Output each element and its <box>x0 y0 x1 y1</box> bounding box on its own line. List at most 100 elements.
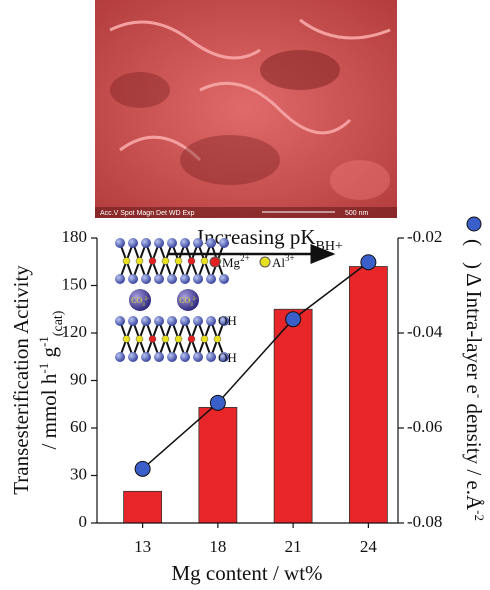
inset-oxygen <box>219 274 229 284</box>
inset-oxygen <box>167 316 177 326</box>
inset-oxygen <box>128 352 138 362</box>
inset-carbonate-part: CO <box>179 296 190 305</box>
bar <box>348 266 388 524</box>
inset-carbonate-label: CO32- <box>131 296 149 308</box>
inset-carbonate-part: 3 <box>142 303 145 308</box>
inset-oxygen <box>206 238 216 248</box>
y2-axis-label: () Δ Intra-layer e- density / e.Å-2 <box>462 216 487 521</box>
inset-metal <box>187 335 196 343</box>
inset-metal <box>200 335 209 343</box>
inset-metal <box>122 257 131 265</box>
inset-oxygen <box>206 316 216 326</box>
x-axis-label: Mg content / wt% <box>171 561 322 585</box>
inset-oxygen <box>128 316 138 326</box>
inset-mg-label: Mg2+ <box>222 253 250 270</box>
inset-oxygen <box>115 274 125 284</box>
inset-carbonate-label: CO32- <box>179 296 197 308</box>
inset-oxygen <box>206 352 216 362</box>
y2-label-sup: -2 <box>472 510 487 521</box>
inset-al-sup: 3+ <box>285 253 295 263</box>
scale-bar-label: 500 nm <box>345 210 369 217</box>
y-tick-label: 30 <box>70 464 87 483</box>
y-tick-label: 120 <box>62 322 88 341</box>
inset-oxygen <box>193 316 203 326</box>
inset-oxygen <box>180 238 190 248</box>
bar <box>123 490 163 524</box>
y-tick-label: 180 <box>62 227 88 246</box>
inset-oxygen <box>167 352 177 362</box>
inset-metal <box>135 335 144 343</box>
inset-metal <box>122 335 131 343</box>
inset-oxygen <box>154 274 164 284</box>
x-tick-label: 24 <box>360 537 378 556</box>
y2-label-sup: - <box>472 394 487 398</box>
y2-label-part: Δ Intra-layer e <box>462 269 486 394</box>
inset-al-label: Al3+ <box>272 253 295 270</box>
inset-oh-label: OH <box>218 313 237 328</box>
y2-label-part: ( <box>462 239 486 246</box>
inset-oh-label: OH <box>218 350 237 365</box>
inset-al-text: Al <box>272 255 285 270</box>
y-label-part: / mmol h <box>37 373 61 449</box>
inset-metal <box>174 335 183 343</box>
bar <box>273 308 313 524</box>
inset-oxygen <box>141 238 151 248</box>
inset-oxygen <box>141 274 151 284</box>
inset-metal <box>135 257 144 265</box>
y2-tick-label: -0.02 <box>407 227 442 246</box>
line <box>142 261 369 470</box>
inset-oxygen <box>219 316 229 326</box>
y2-label-part: density / e.Å <box>462 398 486 511</box>
inset-oxygen <box>154 316 164 326</box>
sem-image <box>95 0 397 218</box>
inset-oxygen <box>167 238 177 248</box>
inset-carbonate-part: 2- <box>145 297 150 302</box>
inset-oxygen <box>167 274 177 284</box>
y-tick-label: 90 <box>70 369 87 388</box>
y-label-part: g <box>37 347 61 363</box>
line-point <box>209 394 226 411</box>
inset-metal <box>161 335 170 343</box>
inset-oxygen <box>115 316 125 326</box>
bar <box>198 407 238 524</box>
y2-tick-label: -0.04 <box>407 322 443 341</box>
y-label-sup: -1 <box>36 363 51 374</box>
inset-metal <box>148 335 157 343</box>
inset-oxygen <box>180 274 190 284</box>
inset-oxygen <box>115 238 125 248</box>
inset-oxygen <box>154 352 164 362</box>
inset-oxygen <box>141 316 151 326</box>
y-axis-label: Transesterification Activity / mmol h-1 … <box>9 265 66 495</box>
inset-oxygen <box>180 316 190 326</box>
inset-oxygen <box>180 352 190 362</box>
inset-oxygen <box>206 274 216 284</box>
annotation: Increasing pKBH+ <box>197 225 343 254</box>
inset-mg-text: Mg <box>222 255 241 270</box>
inset-oxygen <box>193 352 203 362</box>
inset-carbonate-part: 3 <box>190 303 193 308</box>
inset-metal <box>213 335 222 343</box>
inset-oxygen <box>128 274 138 284</box>
y2-tick-label: -0.08 <box>407 512 442 531</box>
inset-metal <box>187 257 196 265</box>
y-tick-label: 60 <box>70 417 87 436</box>
inset-carbonate <box>177 289 199 311</box>
annotation-sub: BH+ <box>316 239 343 254</box>
x-tick-label: 18 <box>209 537 226 556</box>
inset-al-symbol <box>259 256 271 268</box>
inset-metal <box>148 257 157 265</box>
line-point <box>360 254 377 271</box>
y2-label-symbol <box>466 216 482 232</box>
inset-oxygen <box>219 352 229 362</box>
inset-metal <box>174 257 183 265</box>
inset-oxygen <box>115 352 125 362</box>
y2-tick-label: -0.06 <box>407 417 442 436</box>
annotation-text: Increasing pK <box>197 225 315 249</box>
inset-carbonate-part: 2- <box>193 297 198 302</box>
y2-label: () Δ Intra-layer e- density / e.Å-2 <box>462 239 487 521</box>
line-point <box>285 311 302 328</box>
y-label-sup: -1 <box>36 336 51 347</box>
inset-oxygen <box>154 238 164 248</box>
